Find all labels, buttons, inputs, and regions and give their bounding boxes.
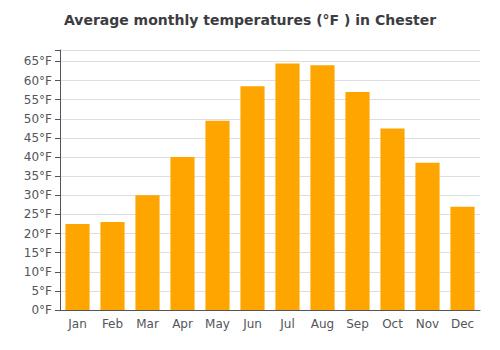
svg-text:30°F: 30°F (24, 188, 52, 202)
svg-text:Jul: Jul (279, 317, 294, 331)
svg-text:40°F: 40°F (24, 150, 52, 164)
svg-text:Nov: Nov (416, 317, 439, 331)
svg-text:Sep: Sep (346, 317, 369, 331)
svg-text:55°F: 55°F (24, 93, 52, 107)
svg-text:Apr: Apr (172, 317, 193, 331)
svg-text:5°F: 5°F (31, 284, 52, 298)
svg-text:20°F: 20°F (24, 227, 52, 241)
svg-text:Feb: Feb (102, 317, 123, 331)
svg-text:60°F: 60°F (24, 74, 52, 88)
svg-text:65°F: 65°F (24, 54, 52, 68)
svg-text:15°F: 15°F (24, 246, 52, 260)
svg-text:Aug: Aug (311, 317, 334, 331)
svg-text:Oct: Oct (382, 317, 403, 331)
svg-text:May: May (205, 317, 230, 331)
svg-text:50°F: 50°F (24, 112, 52, 126)
svg-text:45°F: 45°F (24, 131, 52, 145)
svg-text:Dec: Dec (451, 317, 474, 331)
svg-text:35°F: 35°F (24, 169, 52, 183)
svg-text:Jun: Jun (242, 317, 262, 331)
svg-text:10°F: 10°F (24, 265, 52, 279)
svg-text:25°F: 25°F (24, 207, 52, 221)
svg-text:Mar: Mar (136, 317, 159, 331)
svg-text:0°F: 0°F (31, 303, 52, 317)
svg-text:Average monthly temperatures (: Average monthly temperatures (°F ) in Ch… (64, 12, 436, 28)
svg-text:Jan: Jan (67, 317, 87, 331)
